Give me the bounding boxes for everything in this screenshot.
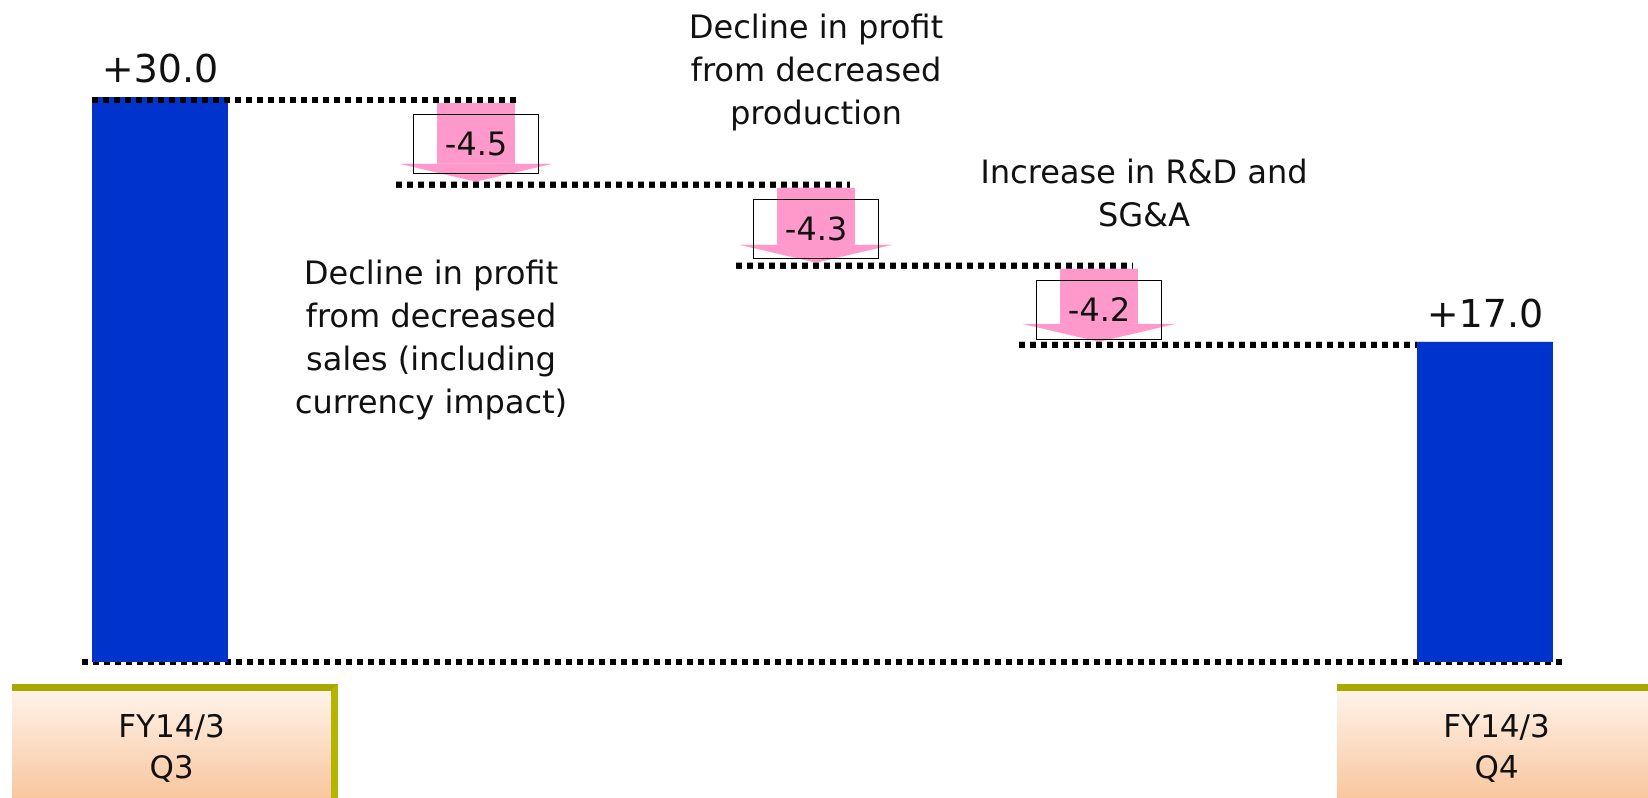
step-annotation: Decline in profit from decreased product… — [688, 7, 944, 133]
value-label: +30.0 — [101, 47, 219, 91]
value-label-text: -4.2 — [1065, 290, 1133, 329]
category-label: FY14/3 Q4 — [1337, 684, 1648, 798]
value-label: -4.2 — [1036, 279, 1162, 340]
arrow-head — [739, 244, 893, 263]
category-label-text: FY14/3 Q3 — [118, 709, 225, 786]
step-annotation: Increase in R&D and SG&A — [980, 152, 1308, 234]
value-label: -4.5 — [413, 114, 539, 174]
category-label-text: FY14/3 Q4 — [1443, 709, 1550, 786]
value-label: +17.0 — [1426, 291, 1544, 336]
category-label: FY14/3 Q3 — [12, 684, 338, 798]
bar — [92, 97, 228, 662]
arrow-head — [1022, 323, 1176, 342]
value-label-text: -4.5 — [442, 125, 510, 163]
step-annotation: Decline in profit from decreased sales (… — [294, 253, 568, 422]
value-label-text: -4.3 — [782, 209, 850, 248]
arrow-head — [399, 163, 553, 182]
bar — [1417, 341, 1553, 662]
value-label: -4.3 — [753, 198, 879, 259]
